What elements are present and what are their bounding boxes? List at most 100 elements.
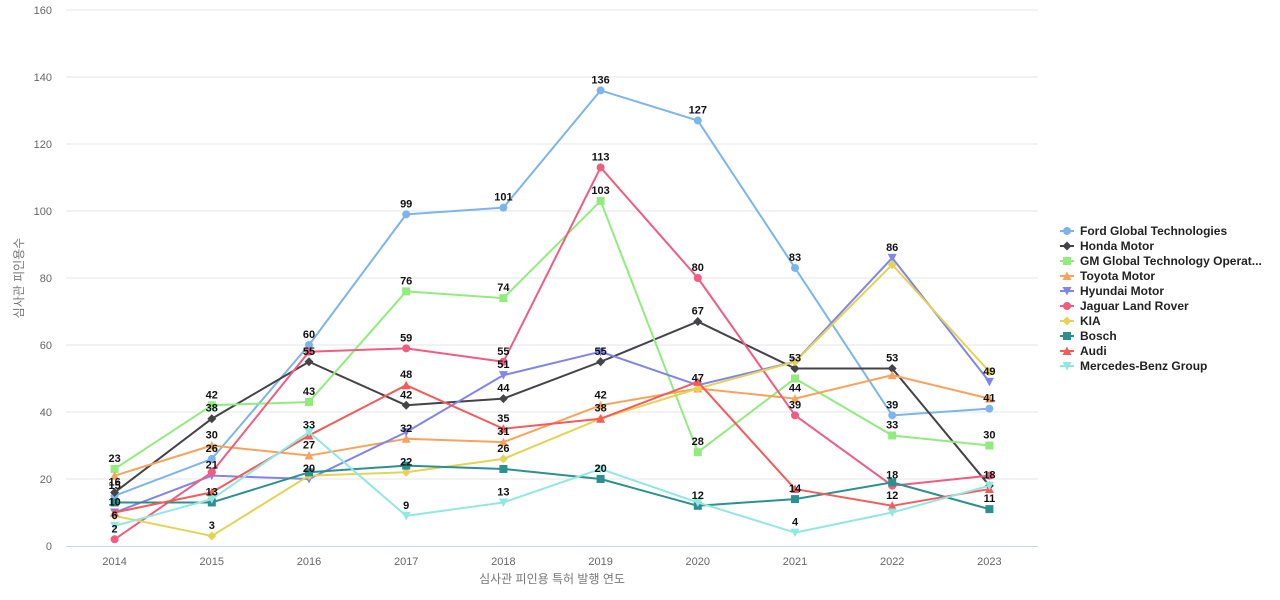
data-point[interactable]	[887, 501, 897, 510]
data-point[interactable]	[207, 454, 216, 463]
data-point[interactable]	[790, 394, 800, 403]
data-point[interactable]	[305, 341, 313, 349]
data-point[interactable]	[985, 404, 994, 413]
data-point[interactable]	[401, 467, 411, 477]
data-point[interactable]	[207, 468, 216, 477]
legend-symbol[interactable]	[1062, 241, 1072, 251]
data-point[interactable]	[985, 505, 994, 514]
data-point[interactable]	[596, 163, 605, 172]
data-point[interactable]	[693, 317, 703, 327]
legend-symbol[interactable]	[1062, 362, 1072, 371]
data-point[interactable]	[887, 370, 897, 380]
data-point[interactable]	[401, 428, 411, 437]
legend-item[interactable]: Bosch	[1060, 329, 1117, 343]
data-point[interactable]	[401, 511, 411, 521]
data-point[interactable]	[402, 461, 411, 470]
data-point[interactable]	[402, 344, 411, 353]
data-point[interactable]	[401, 434, 411, 443]
data-point[interactable]	[110, 508, 120, 517]
data-point[interactable]	[984, 377, 994, 387]
data-point[interactable]	[498, 371, 508, 380]
data-point[interactable]	[305, 397, 313, 406]
data-point[interactable]	[110, 535, 119, 544]
data-point[interactable]	[305, 468, 313, 477]
data-point[interactable]	[596, 400, 606, 410]
legend-symbol[interactable]	[1063, 227, 1071, 235]
data-point[interactable]	[791, 263, 799, 272]
data-point[interactable]	[499, 464, 508, 473]
data-point[interactable]	[207, 441, 217, 450]
data-point[interactable]	[402, 210, 411, 219]
data-point[interactable]	[985, 471, 994, 480]
data-point[interactable]	[401, 400, 411, 410]
data-point[interactable]	[888, 411, 897, 420]
data-point[interactable]	[791, 374, 799, 383]
data-point[interactable]	[790, 357, 800, 367]
data-point[interactable]	[984, 367, 994, 377]
data-point[interactable]	[401, 380, 411, 390]
data-point[interactable]	[110, 521, 120, 531]
legend-item[interactable]: Toyota Motor	[1060, 269, 1155, 283]
data-point[interactable]	[596, 347, 606, 357]
data-point[interactable]	[304, 357, 314, 367]
data-point[interactable]	[110, 464, 119, 473]
data-point[interactable]	[693, 116, 702, 125]
legend-symbol[interactable]	[1062, 271, 1072, 281]
legend-symbol[interactable]	[1063, 257, 1071, 265]
data-point[interactable]	[790, 363, 800, 373]
legend-item[interactable]: Audi	[1060, 344, 1107, 358]
data-point[interactable]	[887, 260, 897, 270]
data-point[interactable]	[498, 498, 508, 507]
data-point[interactable]	[499, 203, 508, 212]
data-point[interactable]	[110, 487, 120, 497]
data-point[interactable]	[790, 484, 800, 494]
data-point[interactable]	[305, 347, 313, 356]
data-point[interactable]	[887, 508, 897, 518]
legend-item[interactable]: Jaguar Land Rover	[1060, 299, 1189, 313]
legend-symbol[interactable]	[1062, 316, 1072, 326]
legend-item[interactable]: Honda Motor	[1060, 239, 1154, 253]
data-point[interactable]	[596, 464, 606, 474]
data-point[interactable]	[207, 414, 217, 424]
data-point[interactable]	[693, 448, 702, 457]
legend-item[interactable]: GM Global Technology Operat...	[1060, 254, 1262, 268]
data-point[interactable]	[596, 86, 605, 95]
data-point[interactable]	[984, 394, 994, 403]
data-point[interactable]	[596, 414, 606, 423]
data-point[interactable]	[207, 531, 217, 541]
data-point[interactable]	[887, 363, 897, 373]
data-point[interactable]	[498, 424, 508, 433]
data-point[interactable]	[693, 377, 703, 386]
data-point[interactable]	[402, 287, 411, 296]
legend-symbol[interactable]	[1062, 346, 1072, 356]
legend-item[interactable]: Ford Global Technologies	[1060, 224, 1227, 238]
data-point[interactable]	[596, 196, 605, 205]
data-point[interactable]	[791, 411, 799, 420]
data-point[interactable]	[304, 428, 314, 437]
legend-symbol[interactable]	[1062, 287, 1072, 296]
data-point[interactable]	[207, 495, 217, 504]
legend-item[interactable]: KIA	[1060, 314, 1101, 328]
data-point[interactable]	[499, 357, 508, 366]
data-point[interactable]	[887, 253, 897, 263]
legend-item[interactable]: Hyundai Motor	[1060, 284, 1164, 298]
data-point[interactable]	[888, 431, 897, 440]
data-point[interactable]	[499, 294, 508, 303]
legend-symbol[interactable]	[1063, 302, 1071, 310]
data-point[interactable]	[207, 487, 217, 497]
data-point[interactable]	[596, 475, 605, 483]
data-point[interactable]	[790, 528, 800, 538]
data-point[interactable]	[498, 437, 508, 447]
data-point[interactable]	[693, 384, 703, 394]
data-point[interactable]	[693, 498, 703, 507]
data-point[interactable]	[498, 394, 508, 404]
data-point[interactable]	[110, 471, 120, 480]
data-point[interactable]	[498, 454, 508, 464]
data-point[interactable]	[984, 481, 994, 491]
data-point[interactable]	[207, 401, 216, 410]
data-point[interactable]	[110, 498, 119, 507]
data-point[interactable]	[693, 274, 702, 282]
data-point[interactable]	[985, 441, 994, 450]
legend-item[interactable]: Mercedes-Benz Group	[1060, 359, 1207, 373]
data-point[interactable]	[596, 357, 606, 367]
